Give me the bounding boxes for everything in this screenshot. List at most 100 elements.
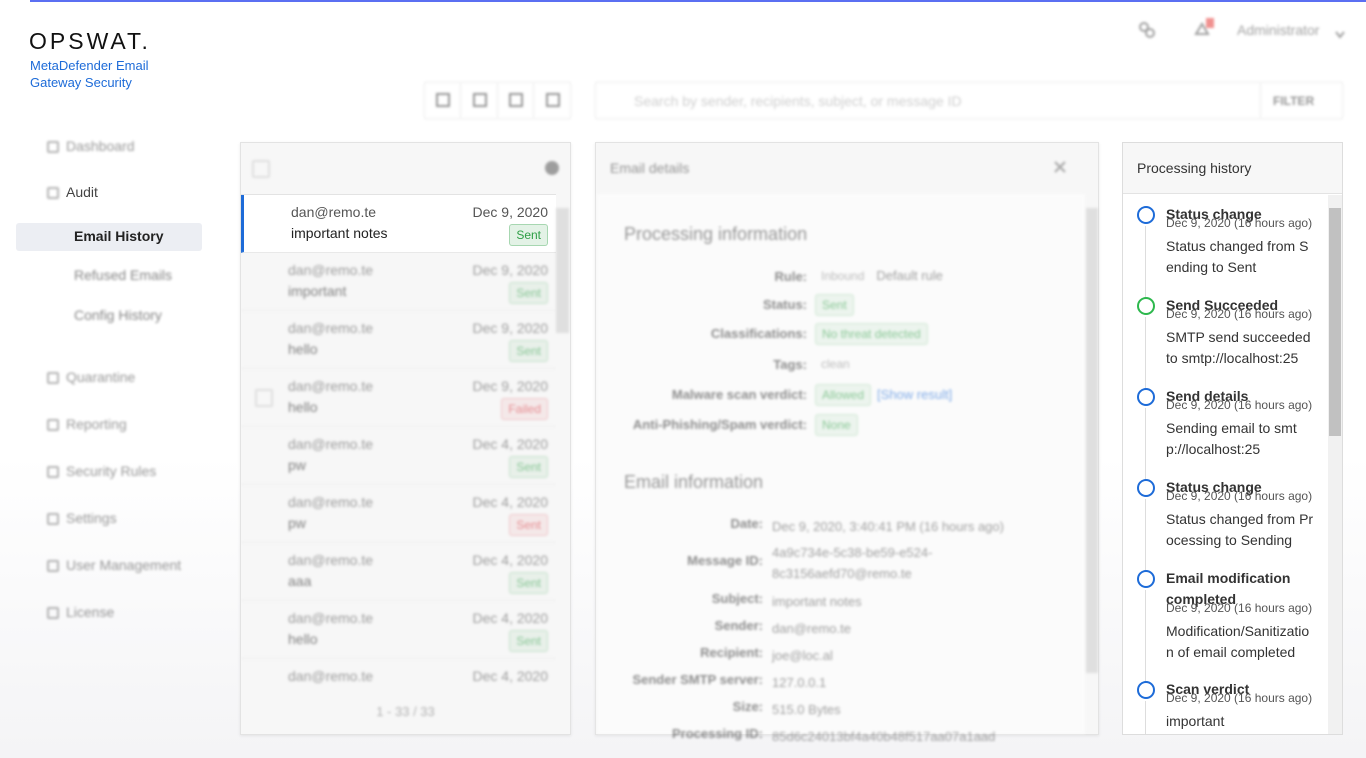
nav-item[interactable]: Dashboard — [66, 138, 135, 154]
row-checkbox[interactable] — [255, 389, 273, 407]
nav-icon — [47, 419, 59, 431]
toolbar-button-glyph — [472, 93, 487, 107]
nav-item[interactable]: Reporting — [66, 416, 127, 432]
sender: dan@remo.te — [288, 494, 374, 510]
email-row[interactable]: dan@remo.te Dec 9, 2020 hello Sent — [241, 311, 556, 369]
search-input[interactable]: Search by sender, recipients, subject, o… — [634, 93, 962, 109]
date: Dec 4, 2020 — [472, 610, 549, 626]
toolbar-button-glyph — [436, 93, 450, 107]
email-row[interactable]: dan@remo.te Dec 9, 2020 hello Failed — [241, 369, 556, 427]
link-icon[interactable] — [1138, 21, 1156, 44]
status-badge: Failed — [501, 398, 548, 420]
field-value: None — [815, 414, 864, 436]
toolbar-button[interactable] — [425, 83, 461, 118]
notification-icon[interactable] — [1192, 18, 1214, 45]
field-label: Date: — [730, 516, 763, 531]
status-badge: Sent — [509, 224, 548, 246]
close-button[interactable] — [1053, 158, 1067, 179]
email-row[interactable]: dan@remo.te Dec 4, 2020 pw Sent — [241, 427, 556, 485]
event-time: Dec 9, 2020 (16 hours ago) — [1166, 398, 1313, 412]
status-badge: Sent — [509, 572, 548, 594]
subject: hello — [288, 341, 318, 357]
email-row[interactable]: dan@remo.te Dec 4, 2020 — [241, 659, 556, 690]
email-row[interactable]: dan@remo.te Dec 4, 2020 aaa Sent — [241, 543, 556, 601]
field-value: No threat detected — [815, 323, 934, 345]
field-value: clean — [815, 354, 862, 374]
toolbar-button[interactable] — [535, 83, 571, 118]
field-value: Inbound Default rule — [815, 266, 943, 286]
nav-item[interactable]: Security Rules — [66, 463, 157, 479]
history-header — [1123, 143, 1342, 194]
list-scrollbar — [556, 208, 569, 333]
event-desc: Status changed from Sending to Sent — [1166, 238, 1309, 275]
toolbar-button[interactable] — [498, 83, 534, 118]
nav-icon — [47, 372, 59, 384]
timeline-line — [1145, 701, 1146, 734]
status-badge: Sent — [509, 340, 548, 362]
show-result-link[interactable]: [Show result] — [877, 387, 953, 402]
event-desc: Modification/Sanitization of email compl… — [1166, 623, 1310, 660]
field-label: Classifications: — [710, 326, 807, 341]
user-caret-glyph — [1335, 31, 1345, 39]
date: Dec 9, 2020 — [472, 320, 549, 336]
nav-icon — [47, 607, 59, 619]
field-value: Dec 9, 2020, 3:40:41 PM (16 hours ago) — [772, 519, 1004, 534]
section-heading: Email information — [624, 472, 764, 492]
field-value: 4a9c734e-5c38-be59-e524-8c3156aefd70@rem… — [772, 545, 933, 581]
sender: dan@remo.te — [288, 262, 374, 278]
filter-button[interactable]: FILTER — [1260, 83, 1343, 118]
nav-icon — [47, 466, 59, 478]
event-title: Scan verdict — [1166, 681, 1250, 697]
chip: Sent — [815, 294, 854, 316]
timeline-line — [1145, 499, 1146, 579]
email-row[interactable]: dan@remo.te Dec 4, 2020 hello Sent — [241, 601, 556, 659]
subject: important notes — [291, 225, 388, 241]
logo: OPSWAT. — [29, 28, 151, 54]
nav-subitem[interactable]: Config History — [74, 307, 162, 323]
user-caret[interactable] — [1335, 26, 1345, 44]
email-list: dan@remo.te Dec 9, 2020 important notes Sen… — [241, 194, 556, 690]
status-badge: Sent — [509, 456, 548, 478]
event-desc: important — [1166, 713, 1225, 729]
nav-item[interactable]: Settings — [66, 510, 117, 526]
field-label: Tags: — [773, 357, 807, 372]
toolbar-button-glyph — [545, 93, 560, 107]
sender: dan@remo.te — [288, 610, 374, 626]
notification-icon-glyph — [1194, 18, 1214, 35]
date: Dec 9, 2020 — [472, 378, 549, 394]
search-bar: Search by sender, recipients, subject, o… — [595, 82, 1343, 119]
event-desc: Status changed from Processing to Sendin… — [1166, 511, 1314, 548]
subject: pw — [288, 457, 306, 473]
status-badge: Sent — [509, 514, 548, 536]
nav-item[interactable]: License — [66, 604, 115, 620]
nav-icon — [47, 560, 59, 572]
nav-subitem[interactable]: Email History — [74, 228, 164, 244]
event-time: Dec 9, 2020 (16 hours ago) — [1166, 307, 1313, 321]
email-row[interactable]: dan@remo.te Dec 9, 2020 important notes Sen… — [241, 195, 556, 253]
email-row[interactable]: dan@remo.te Dec 4, 2020 pw Sent — [241, 485, 556, 543]
event-title: Send details — [1166, 388, 1249, 404]
history-title: Processing history — [1137, 160, 1252, 176]
toolbar-button[interactable] — [462, 83, 498, 118]
nav-subitem[interactable]: Refused Emails — [74, 267, 173, 283]
sender: dan@remo.te — [288, 378, 374, 394]
top-accent-line — [30, 0, 1366, 2]
date: Dec 9, 2020 — [472, 204, 549, 220]
nav-item[interactable]: Quarantine — [66, 369, 136, 385]
nav-item[interactable]: User Management — [66, 557, 182, 573]
chip: Allowed — [815, 384, 872, 406]
details-scrollbar — [1086, 208, 1098, 673]
user-menu[interactable]: Administrator — [1237, 22, 1320, 38]
nav-icon — [47, 141, 59, 153]
timeline-dot — [1137, 206, 1155, 224]
field-label: Processing ID: — [671, 726, 763, 741]
select-all-checkbox[interactable] — [252, 160, 270, 178]
event-time: Dec 9, 2020 (16 hours ago) — [1166, 216, 1313, 230]
field-label: Sender SMTP server: — [632, 672, 763, 687]
field-value: Allowed [Show result] — [815, 384, 952, 406]
email-row[interactable]: dan@remo.te Dec 9, 2020 important Sent — [241, 253, 556, 311]
nav-item[interactable]: Audit — [66, 184, 98, 200]
timeline-dot — [1137, 388, 1155, 406]
info-icon — [545, 161, 559, 175]
